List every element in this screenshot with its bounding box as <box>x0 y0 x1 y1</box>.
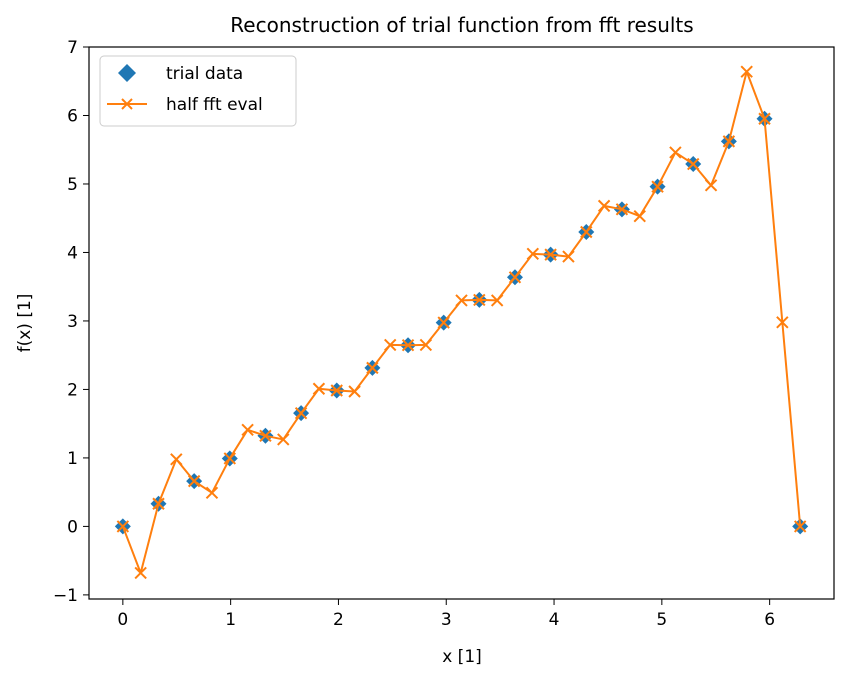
half-fft-eval-point <box>722 135 736 148</box>
half-fft-eval-point <box>134 566 147 580</box>
x-tick-label: 3 <box>441 610 452 630</box>
chart-title: Reconstruction of trial function from ff… <box>230 13 693 37</box>
half-fft-eval-point <box>651 180 664 193</box>
half-fft-eval-point <box>562 250 575 263</box>
y-tick-label: 2 <box>67 380 78 400</box>
half-fft-eval-point <box>687 157 700 171</box>
half-fft-eval-point <box>116 520 130 533</box>
x-axis: 0 1 2 3 4 5 6 <box>117 599 775 630</box>
half-fft-eval-point <box>312 382 326 395</box>
half-fft-eval-point <box>669 146 682 159</box>
half-fft-eval-point <box>384 338 397 352</box>
y-tick-label: 3 <box>67 312 78 332</box>
y-axis-label: f(x) [1] <box>15 294 35 353</box>
y-axis: −1 0 1 2 3 4 5 6 7 <box>53 38 89 606</box>
half-fft-eval-point <box>187 474 201 488</box>
half-fft-eval-point <box>758 112 771 125</box>
half-fft-eval-point <box>793 520 807 533</box>
legend-half-fft-eval-marker <box>121 98 133 110</box>
x-tick-label: 5 <box>656 610 667 630</box>
x-tick-label: 2 <box>333 610 344 630</box>
half-fft-eval-point <box>490 294 504 307</box>
x-tick-label: 0 <box>117 610 128 630</box>
legend-frame <box>99 55 297 127</box>
half-fft-eval-point <box>170 453 183 466</box>
half-fft-eval-point <box>259 429 272 443</box>
half-fft-eval-point <box>633 209 646 223</box>
half-fft-eval-point <box>473 293 486 307</box>
half-fft-eval-point <box>597 199 611 213</box>
half-fft-eval-point <box>241 423 254 437</box>
half-fft-eval-point <box>526 247 540 261</box>
legend: trial data half fft eval <box>99 55 297 127</box>
half-fft-eval-point <box>508 271 522 284</box>
half-fft-eval-point <box>277 433 290 446</box>
half-fft-eval-point <box>704 179 718 192</box>
half-fft-eval-point <box>348 385 361 398</box>
half-fft-eval-point <box>455 294 468 307</box>
half-fft-eval-point <box>330 384 343 397</box>
y-tick-label: 0 <box>67 517 78 537</box>
y-tick-label: 1 <box>67 449 78 469</box>
y-tick-label: 7 <box>67 38 78 58</box>
legend-trial-data-marker <box>118 64 136 82</box>
legend-label-half-fft-eval: half fft eval <box>166 95 263 115</box>
half-fft-eval-point <box>223 452 237 465</box>
legend-label-trial-data: trial data <box>166 64 243 84</box>
half-fft-eval-point <box>419 338 433 352</box>
half-fft-eval-point <box>205 486 219 500</box>
half-fft-eval-point <box>401 339 415 352</box>
plot-frame <box>88 46 835 600</box>
x-tick-label: 1 <box>225 610 236 630</box>
half-fft-eval-point <box>437 316 450 329</box>
half-fft-eval-point <box>615 203 629 216</box>
y-tick-label: 6 <box>67 106 78 126</box>
half-fft-eval-point <box>366 361 379 375</box>
y-tick-label: −1 <box>53 586 78 606</box>
half-fft-eval-point <box>294 406 308 420</box>
x-tick-label: 4 <box>549 610 560 630</box>
x-axis-label: x [1] <box>442 647 482 667</box>
half-fft-eval-point <box>580 225 593 239</box>
half-fft-eval-point <box>776 316 789 329</box>
half-fft-eval-point <box>740 65 753 78</box>
half-fft-eval-point <box>544 248 557 261</box>
half-fft-eval-point <box>152 497 165 510</box>
y-tick-label: 5 <box>67 175 78 195</box>
x-tick-label: 6 <box>764 610 775 630</box>
y-tick-label: 4 <box>67 243 78 263</box>
plot-area <box>114 65 809 580</box>
